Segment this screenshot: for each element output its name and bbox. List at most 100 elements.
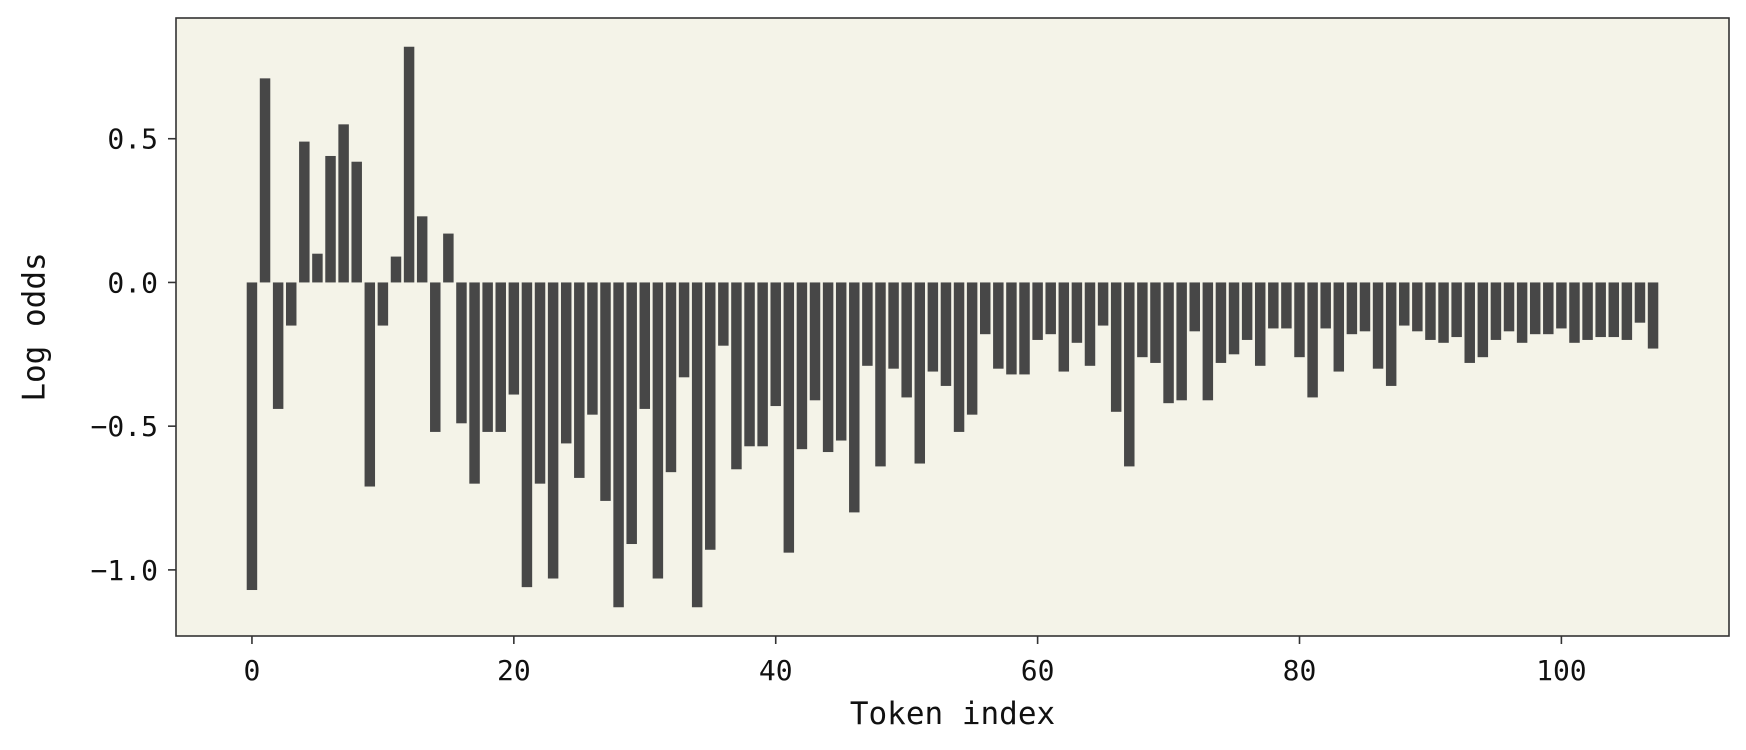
y-axis-ticks: −1.0 −0.5 0.0 0.5 bbox=[91, 123, 176, 587]
bar-58 bbox=[1006, 282, 1017, 375]
bar-54 bbox=[953, 282, 965, 432]
x-tick-label: 100 bbox=[1536, 654, 1587, 687]
bar-31 bbox=[652, 282, 664, 579]
bar-57 bbox=[993, 282, 1004, 369]
bar-13 bbox=[416, 216, 428, 283]
bar-89 bbox=[1412, 282, 1423, 332]
bar-64 bbox=[1084, 282, 1096, 366]
bar-53 bbox=[940, 282, 952, 386]
bar-93 bbox=[1464, 282, 1475, 363]
bar-106 bbox=[1634, 282, 1646, 323]
bar-43 bbox=[809, 282, 821, 401]
bar-22 bbox=[534, 282, 546, 484]
bar-38 bbox=[744, 282, 755, 447]
bar-48 bbox=[875, 282, 886, 467]
bar-8 bbox=[351, 161, 362, 283]
bar-20 bbox=[508, 282, 520, 395]
bar-0 bbox=[246, 282, 258, 591]
bar-81 bbox=[1307, 282, 1318, 398]
y-axis-label: Log odds bbox=[17, 252, 53, 401]
bar-26 bbox=[587, 282, 598, 415]
bar-19 bbox=[495, 282, 506, 432]
bar-52 bbox=[927, 282, 939, 372]
bar-9 bbox=[364, 282, 376, 487]
bar-72 bbox=[1189, 282, 1200, 332]
y-tick-label: 0.5 bbox=[107, 123, 158, 156]
bar-56 bbox=[980, 282, 991, 335]
bar-29 bbox=[626, 282, 637, 545]
bar-96 bbox=[1503, 282, 1515, 332]
bar-40 bbox=[770, 282, 781, 407]
bar-78 bbox=[1268, 282, 1279, 329]
bar-7 bbox=[338, 124, 349, 283]
bar-63 bbox=[1071, 282, 1083, 343]
bar-30 bbox=[639, 282, 651, 409]
bar-90 bbox=[1425, 282, 1436, 340]
bar-68 bbox=[1137, 282, 1148, 358]
y-tick-label: −1.0 bbox=[91, 554, 158, 587]
bar-33 bbox=[678, 282, 690, 378]
bar-75 bbox=[1228, 282, 1240, 355]
bar-95 bbox=[1490, 282, 1502, 340]
bar-37 bbox=[731, 282, 742, 470]
bar-67 bbox=[1124, 282, 1135, 467]
bar-102 bbox=[1582, 282, 1593, 340]
bar-100 bbox=[1556, 282, 1567, 329]
bar-60 bbox=[1032, 282, 1043, 340]
bars-group bbox=[246, 46, 1659, 608]
bar-88 bbox=[1399, 282, 1410, 326]
bar-65 bbox=[1097, 282, 1109, 326]
bar-41 bbox=[783, 282, 795, 553]
bar-21 bbox=[521, 282, 533, 588]
bar-61 bbox=[1045, 282, 1056, 335]
bar-6 bbox=[325, 155, 336, 283]
bar-69 bbox=[1150, 282, 1161, 363]
x-tick-label: 0 bbox=[244, 654, 261, 687]
bar-105 bbox=[1621, 282, 1633, 340]
bar-62 bbox=[1058, 282, 1070, 372]
x-tick-label: 60 bbox=[1021, 654, 1055, 687]
x-axis-label: Token index bbox=[850, 696, 1055, 732]
bar-35 bbox=[705, 282, 716, 550]
bar-107 bbox=[1647, 282, 1659, 349]
bar-2 bbox=[272, 282, 284, 409]
bar-14 bbox=[430, 282, 441, 432]
bar-47 bbox=[862, 282, 873, 366]
bar-98 bbox=[1529, 282, 1541, 335]
bar-32 bbox=[665, 282, 677, 473]
bar-50 bbox=[901, 282, 912, 398]
bar-80 bbox=[1294, 282, 1305, 358]
bar-66 bbox=[1110, 282, 1122, 412]
bar-46 bbox=[849, 282, 860, 513]
bar-70 bbox=[1163, 282, 1174, 404]
bar-5 bbox=[312, 253, 323, 283]
bar-91 bbox=[1438, 282, 1449, 343]
bar-92 bbox=[1451, 282, 1462, 338]
bar-103 bbox=[1595, 282, 1606, 338]
bar-10 bbox=[377, 282, 389, 326]
bar-45 bbox=[835, 282, 847, 441]
bar-23 bbox=[547, 282, 559, 579]
bar-16 bbox=[456, 282, 467, 424]
bar-4 bbox=[299, 141, 310, 283]
bar-101 bbox=[1569, 282, 1580, 343]
bar-104 bbox=[1608, 282, 1620, 338]
bar-86 bbox=[1372, 282, 1384, 369]
bar-11 bbox=[390, 256, 402, 283]
bar-83 bbox=[1333, 282, 1345, 372]
bar-84 bbox=[1346, 282, 1358, 335]
bar-25 bbox=[574, 282, 585, 478]
bar-12 bbox=[403, 46, 415, 283]
y-tick-label: −0.5 bbox=[91, 410, 158, 443]
bar-55 bbox=[966, 282, 978, 415]
bar-97 bbox=[1516, 282, 1528, 343]
bar-71 bbox=[1176, 282, 1187, 401]
bar-3 bbox=[285, 282, 297, 326]
bar-73 bbox=[1202, 282, 1214, 401]
x-tick-label: 40 bbox=[759, 654, 793, 687]
bar-76 bbox=[1241, 282, 1253, 340]
bar-28 bbox=[613, 282, 624, 608]
axes-frame bbox=[175, 17, 1730, 637]
y-tick-label: 0.0 bbox=[107, 266, 158, 299]
x-axis-ticks: 0 20 40 60 80 100 bbox=[244, 636, 1587, 687]
